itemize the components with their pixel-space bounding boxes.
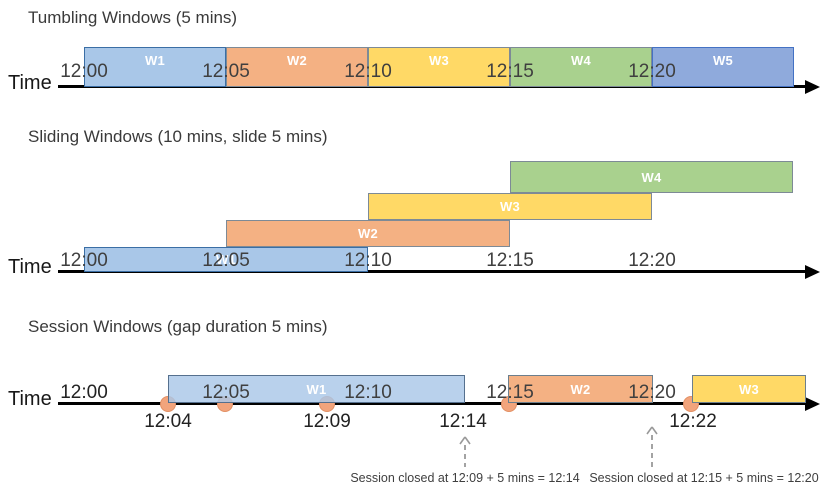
- event-time-label: 12:14: [439, 411, 487, 432]
- session-section-title: Session Windows (gap duration 5 mins): [28, 317, 328, 336]
- tumbling-tick: 12:10: [344, 61, 392, 82]
- session-close-annotation: Session closed at 12:09 + 5 mins = 12:14: [350, 471, 580, 485]
- session-tick: 12:05: [202, 382, 250, 403]
- sliding-time-axis: [58, 270, 806, 273]
- window-label: W2: [286, 53, 308, 68]
- tumbling-tick: 12:05: [202, 61, 250, 82]
- session-close-annotation: Session closed at 12:15 + 5 mins = 12:20: [589, 471, 819, 485]
- window-label: W1: [215, 252, 237, 267]
- tumbling-section-title: Tumbling Windows (5 mins): [28, 8, 238, 27]
- event-time-label: 12:09: [303, 411, 351, 432]
- event-time-label: 12:04: [144, 411, 192, 432]
- tumbling-tick: 12:20: [628, 61, 676, 82]
- annotation-arrow-icon: [646, 426, 658, 467]
- tumbling-time-label: Time: [8, 72, 52, 94]
- tumbling-axis-arrow-icon: [805, 79, 820, 94]
- session-window-w3: W3: [692, 375, 806, 403]
- sliding-window-w2: W2: [226, 220, 510, 247]
- sliding-tick: 12:00: [60, 250, 108, 271]
- window-label: W1: [144, 53, 166, 68]
- event-time-label: 12:22: [669, 411, 717, 432]
- sliding-section-title: Sliding Windows (10 mins, slide 5 mins): [28, 127, 328, 146]
- window-label: W2: [357, 226, 379, 241]
- annotation-arrow-icon: [459, 436, 471, 467]
- sliding-tick: 12:20: [628, 250, 676, 271]
- window-label: W3: [499, 199, 521, 214]
- tumbling-window-w4: W4: [510, 47, 652, 87]
- window-label: W1: [306, 381, 327, 397]
- session-time-axis: [58, 402, 806, 405]
- sliding-axis-arrow-icon: [805, 264, 820, 279]
- window-label: W4: [570, 53, 592, 68]
- window-label: W4: [641, 169, 662, 185]
- session-window-w2: W2: [508, 375, 653, 403]
- sliding-time-label: Time: [8, 256, 52, 278]
- session-tick: 12:15: [486, 382, 534, 403]
- tumbling-window-w3: W3: [368, 47, 510, 87]
- tumbling-window-w1: W1: [84, 47, 226, 87]
- session-window-w1: W1: [168, 375, 465, 403]
- sliding-tick: 12:10: [344, 250, 392, 271]
- sliding-window-w4: W4: [510, 161, 793, 193]
- tumbling-tick: 12:15: [486, 61, 534, 82]
- window-label: W5: [712, 53, 734, 68]
- session-time-label: Time: [8, 388, 52, 410]
- tumbling-tick: 12:00: [60, 61, 108, 82]
- window-label: W3: [738, 381, 760, 397]
- session-tick: 12:00: [60, 382, 108, 403]
- session-tick: 12:20: [628, 382, 676, 403]
- window-label: W3: [428, 53, 450, 68]
- session-axis-arrow-icon: [805, 396, 820, 411]
- tumbling-window-w2: W2: [226, 47, 368, 87]
- sliding-window-w1: W1: [84, 247, 368, 272]
- sliding-tick: 12:05: [202, 250, 250, 271]
- sliding-tick: 12:15: [486, 250, 534, 271]
- tumbling-window-w5: W5: [652, 47, 794, 87]
- sliding-window-w3: W3: [368, 193, 652, 220]
- window-label: W2: [570, 381, 591, 397]
- session-tick: 12:10: [344, 382, 392, 403]
